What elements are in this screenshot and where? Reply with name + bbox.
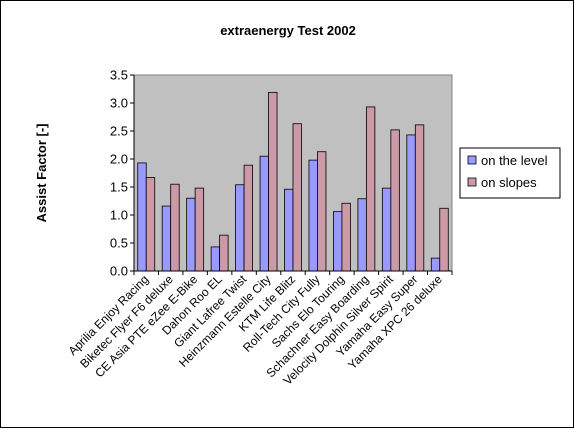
legend-label-on-the-level: on the level <box>481 153 548 168</box>
legend: on the level on slopes <box>459 147 561 199</box>
bar-on-the-level <box>137 162 147 272</box>
bar-on-the-level <box>381 187 392 272</box>
bar-on-slopes <box>414 124 425 272</box>
bar-on-the-level <box>284 188 294 272</box>
bar-on-the-level <box>308 159 318 272</box>
y-tick-label: 3.0 <box>110 96 128 111</box>
y-tick-label: 2.5 <box>110 124 128 139</box>
y-tick-label: 0.0 <box>110 264 128 279</box>
bar-on-slopes <box>219 234 229 272</box>
bar-on-slopes <box>365 106 376 272</box>
bar-on-the-level <box>333 211 343 272</box>
bar-on-slopes <box>170 183 180 272</box>
chart-title: extraenergy Test 2002 <box>220 23 356 38</box>
y-tick-label: 0.5 <box>110 236 128 251</box>
bar-on-slopes <box>194 187 205 272</box>
bar-on-slopes <box>268 91 278 272</box>
legend-swatch-on-slopes <box>467 177 477 187</box>
bar-on-slopes <box>341 202 351 272</box>
legend-swatch-on-the-level <box>467 155 477 165</box>
bar-on-the-level <box>259 155 269 272</box>
bar-on-the-level <box>161 205 172 272</box>
legend-label-on-slopes: on slopes <box>481 175 537 190</box>
y-tick-label: 1.0 <box>110 208 128 223</box>
bar-on-slopes <box>145 177 156 272</box>
bar-on-slopes <box>390 129 400 272</box>
bar-on-slopes <box>292 123 302 272</box>
legend-box <box>459 147 561 199</box>
y-axis-ticks: 0.0 0.5 1.0 1.5 2.0 2.5 3.0 3.5 <box>110 68 134 279</box>
bar-on-the-level <box>430 257 441 272</box>
bar-on-the-level <box>186 197 196 272</box>
bar-on-the-level <box>210 246 221 272</box>
bar-on-slopes <box>439 207 449 272</box>
bar-on-slopes <box>317 151 327 272</box>
bar-on-the-level <box>235 184 245 272</box>
y-tick-label: 3.5 <box>110 68 128 83</box>
y-tick-label: 2.0 <box>110 152 128 167</box>
y-axis-label: Assist Factor [-] <box>34 124 49 223</box>
y-tick-label: 1.5 <box>110 180 128 195</box>
bar-on-the-level <box>406 134 416 272</box>
bar-on-the-level <box>357 198 367 272</box>
axes <box>133 75 452 272</box>
bar-on-slopes <box>243 164 253 272</box>
